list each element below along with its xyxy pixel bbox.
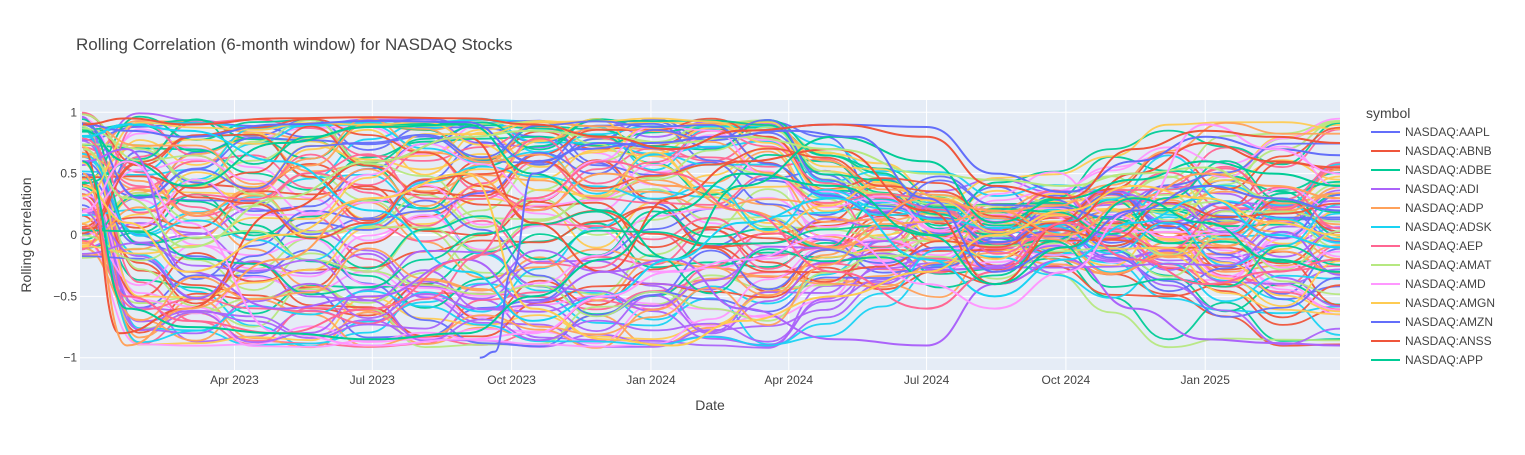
x-tick-label: Jul 2024: [904, 373, 950, 387]
legend-item-label[interactable]: NASDAQ:AMZN: [1405, 315, 1493, 329]
x-tick-label: Jan 2024: [626, 373, 676, 387]
background-series-line: [81, 117, 1340, 348]
y-tick-label: 0: [70, 228, 77, 242]
background-series-line: [81, 121, 1340, 336]
y-tick-label: 1: [70, 105, 77, 119]
legend-item-label[interactable]: NASDAQ:AEP: [1405, 239, 1483, 253]
series-line-nasdaq-adsk[interactable]: [82, 123, 1340, 322]
legend-item-label[interactable]: NASDAQ:ADP: [1405, 201, 1484, 215]
legend-title: symbol: [1366, 105, 1410, 121]
y-tick-label: 0.5: [60, 167, 77, 181]
legend-item-label[interactable]: NASDAQ:ADBE: [1405, 163, 1492, 177]
series-line-nasdaq-adi[interactable]: [82, 148, 1340, 347]
legend-item-label[interactable]: NASDAQ:ADI: [1405, 182, 1479, 196]
x-tick-label: Oct 2024: [1042, 373, 1091, 387]
legend-item-label[interactable]: NASDAQ:AMD: [1405, 277, 1486, 291]
y-tick-label: −1: [63, 351, 77, 365]
background-series-line: [81, 229, 1340, 322]
x-axis-ticks: Apr 2023 Jul 2023 Oct 2023 Jan 2024 Apr 2024…: [210, 373, 1230, 387]
legend-item-label[interactable]: NASDAQ:APP: [1405, 353, 1483, 367]
background-series-line: [81, 147, 1340, 240]
y-axis-ticks: 1 0.5 0 −0.5 −1: [53, 105, 77, 364]
series-line-nasdaq-amat[interactable]: [82, 129, 1340, 249]
legend-item-label[interactable]: NASDAQ:AMAT: [1405, 258, 1492, 272]
legend-item-label[interactable]: NASDAQ:AMGN: [1405, 296, 1495, 310]
background-series-line: [81, 199, 1340, 318]
background-series-line: [81, 118, 1340, 234]
series-line-nasdaq-amd[interactable]: [82, 123, 1340, 347]
series-line-nasdaq-anss[interactable]: [82, 116, 1340, 200]
background-series-line: [81, 121, 1340, 275]
background-series-line: [81, 122, 1340, 230]
y-tick-label: −0.5: [53, 289, 77, 303]
series-lines: [81, 111, 1340, 359]
legend-item-label[interactable]: NASDAQ:ANSS: [1405, 334, 1492, 348]
background-series-line: [81, 210, 1340, 296]
series-line-nasdaq-adbe[interactable]: [82, 123, 1340, 261]
x-tick-label: Oct 2023: [487, 373, 536, 387]
legend-item-label[interactable]: NASDAQ:AAPL: [1405, 125, 1490, 139]
legend-item-label[interactable]: NASDAQ:ABNB: [1405, 144, 1492, 158]
series-line-nasdaq-amgn[interactable]: [82, 172, 1340, 347]
legend: NASDAQ:AAPL NASDAQ:ABNB NASDAQ:ADBE NASDAQ:…: [1371, 125, 1495, 367]
y-axis-label: Rolling Correlation: [18, 177, 34, 292]
x-axis-label: Date: [695, 397, 725, 413]
x-tick-label: Jan 2025: [1181, 373, 1231, 387]
background-series-line: [81, 230, 1340, 343]
x-tick-label: Apr 2024: [764, 373, 813, 387]
background-series-line: [81, 117, 1340, 255]
chart-title: Rolling Correlation (6-month window) for…: [76, 35, 513, 54]
series-line-nasdaq-amzn[interactable]: [479, 129, 1340, 359]
series-line-nasdaq-abnb[interactable]: [82, 135, 1340, 335]
background-series-line: [81, 137, 1340, 250]
legend-item-label[interactable]: NASDAQ:ADSK: [1405, 220, 1492, 234]
x-tick-label: Apr 2023: [210, 373, 259, 387]
background-series-line: [81, 125, 1340, 349]
background-series-line: [81, 113, 1340, 271]
background-series-line: [81, 126, 1340, 346]
series-line-nasdaq-app[interactable]: [82, 160, 1340, 341]
x-tick-label: Jul 2023: [350, 373, 396, 387]
